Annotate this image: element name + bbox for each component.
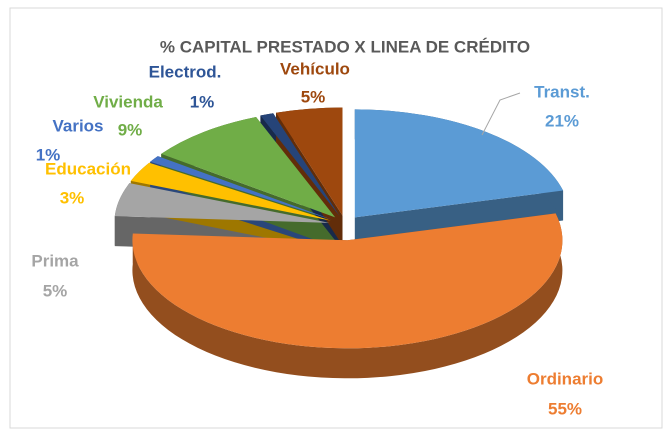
slice <box>114 183 330 223</box>
slice <box>260 113 340 216</box>
category-label: Educación <box>45 159 131 178</box>
category-label: Varios <box>52 116 103 135</box>
category-label: Vivienda <box>93 92 163 111</box>
value-label: 9% <box>118 120 143 139</box>
slice <box>161 116 336 218</box>
pie-tops <box>114 107 564 349</box>
chart-title: % CAPITAL PRESTADO X LINEA DE CRÉDITO <box>160 37 530 56</box>
value-label: 5% <box>43 281 68 300</box>
slice <box>150 156 332 220</box>
category-label: Prima <box>31 251 79 270</box>
slice <box>132 213 563 349</box>
category-label: Electrod. <box>149 62 222 81</box>
leader-line <box>481 92 521 136</box>
slice-rim <box>132 213 563 379</box>
value-label: 55% <box>548 399 582 418</box>
value-label: 1% <box>36 145 61 164</box>
value-label: 5% <box>301 87 326 106</box>
category-label: Vehículo <box>280 59 350 78</box>
slice <box>276 107 343 216</box>
category-label: Transt. <box>534 82 590 101</box>
slice <box>354 109 564 218</box>
slice <box>130 162 331 221</box>
value-label: 21% <box>545 111 579 130</box>
labels: Transt. 21% Ordinario 55% Prima 5% Educación 3%… <box>31 59 603 418</box>
value-label: 1% <box>190 92 215 111</box>
category-label: Ordinario <box>527 369 604 388</box>
value-label: 3% <box>60 188 85 207</box>
